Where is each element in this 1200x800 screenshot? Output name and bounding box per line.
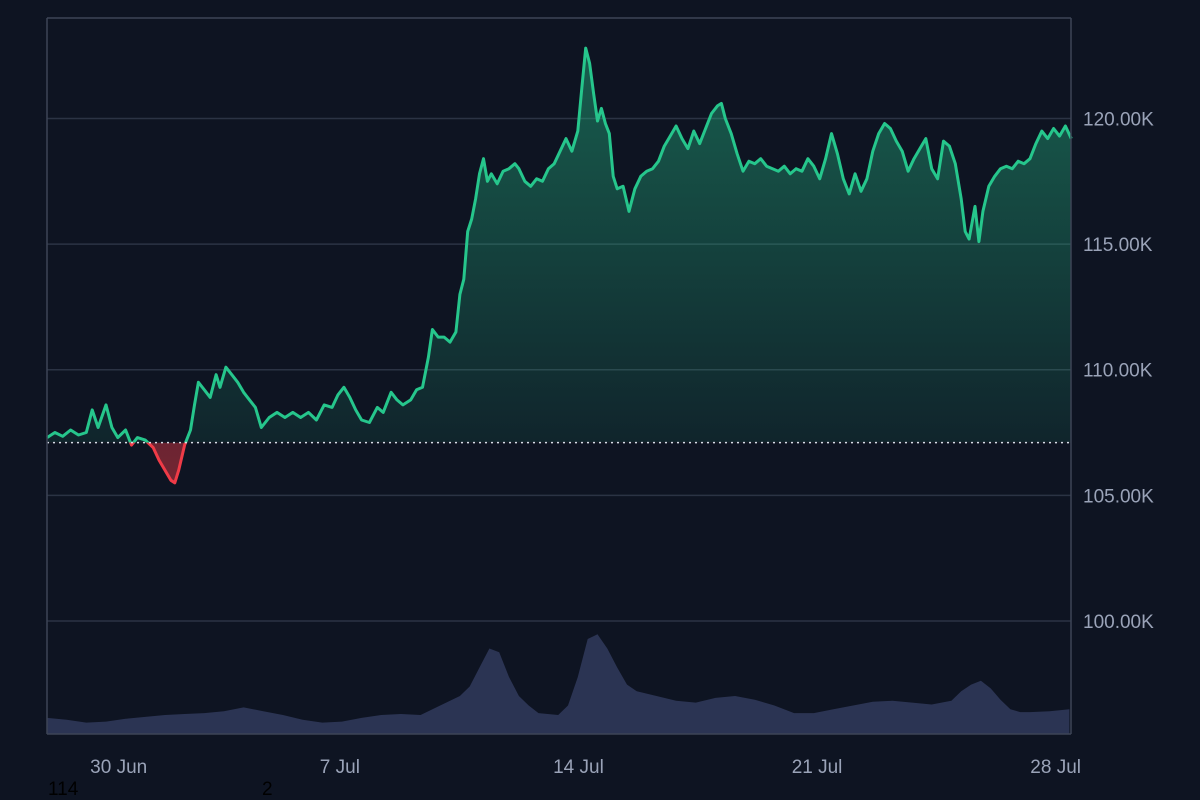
footer-left-value: 114	[48, 779, 79, 800]
y-axis-labels: 100.00K 105.00K 110.00K 115.00K 120.00K	[1083, 109, 1154, 632]
area-above-baseline	[47, 48, 1072, 443]
x-tick-label-3: 21 Jul	[792, 757, 843, 778]
chart-frame	[46, 17, 1072, 735]
x-tick-label-1: 7 Jul	[320, 757, 360, 778]
y-tick-label-1: 105.00K	[1083, 486, 1154, 507]
volume-area	[47, 634, 1070, 734]
price-area	[47, 48, 1072, 483]
line-above-baseline	[46, 46, 1073, 443]
x-tick-label-0: 30 Jun	[90, 757, 147, 778]
volume-bars	[47, 634, 1070, 734]
x-tick-label-4: 28 Jul	[1030, 757, 1081, 778]
y-tick-label-2: 110.00K	[1083, 361, 1153, 382]
y-tick-label-4: 120.00K	[1083, 109, 1154, 130]
y-tick-label-3: 115.00K	[1083, 235, 1153, 256]
price-line	[46, 46, 1073, 485]
footer-right-value: 2	[262, 779, 273, 800]
area-below-baseline	[130, 442, 186, 483]
x-axis-labels: 30 Jun 7 Jul 14 Jul 21 Jul 28 Jul	[90, 757, 1081, 778]
y-tick-label-0: 100.00K	[1083, 612, 1154, 633]
x-tick-label-2: 14 Jul	[553, 757, 604, 778]
